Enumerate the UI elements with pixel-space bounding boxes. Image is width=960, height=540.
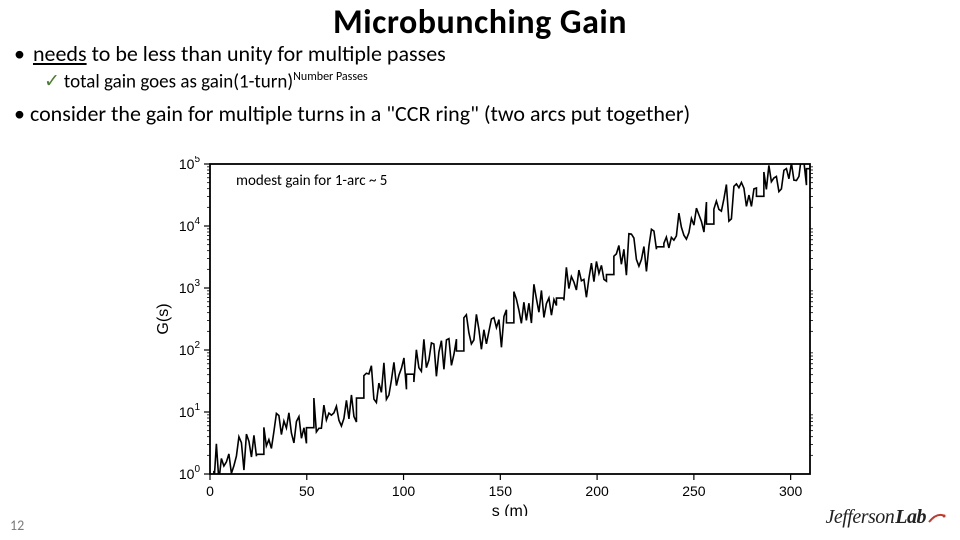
svg-text:100: 100 — [392, 483, 416, 499]
bullet-dot: • — [14, 100, 25, 127]
svg-text:104: 104 — [179, 216, 201, 234]
svg-text:200: 200 — [585, 483, 609, 499]
svg-text:101: 101 — [179, 402, 201, 420]
page-number: 12 — [10, 517, 24, 534]
svg-text:105: 105 — [179, 156, 201, 172]
svg-text:300: 300 — [779, 483, 803, 499]
sub-bullet-1: ✓total gain goes as gain(1-turn)Number P… — [44, 70, 946, 94]
sub-bullet-1-super: Number Passes — [293, 70, 368, 84]
bullet-1-underlined: needs — [33, 40, 87, 67]
sub-bullet-1-text: total gain goes as gain(1-turn) — [64, 70, 293, 93]
logo-text-jefferson: Jefferson — [825, 506, 894, 529]
check-icon: ✓ — [44, 70, 60, 93]
bullet-list: • needs to be less than unity for multip… — [14, 40, 946, 127]
bullet-dot: • — [14, 40, 28, 68]
chart-svg: 0 50 100 150 200 250 300 100 101 102 103 104 105 s (m… — [150, 156, 830, 516]
slide-title: Microbunching Gain — [0, 2, 960, 43]
svg-text:G(s): G(s) — [155, 303, 172, 334]
svg-text:0: 0 — [206, 483, 214, 499]
svg-text:s (m): s (m) — [492, 503, 528, 516]
logo-text-lab: Lab — [895, 506, 926, 529]
svg-text:150: 150 — [489, 483, 513, 499]
bullet-2-text: consider the gain for multiple turns in … — [30, 100, 690, 127]
svg-text:100: 100 — [179, 464, 201, 482]
svg-text:250: 250 — [682, 483, 706, 499]
svg-text:50: 50 — [299, 483, 315, 499]
logo-swoosh-icon — [928, 508, 946, 526]
jlab-logo: Jefferson Lab — [825, 502, 946, 532]
svg-text:102: 102 — [179, 340, 201, 358]
bullet-1-rest: to be less than unity for multiple passe… — [87, 40, 446, 67]
chart-annotation: modest gain for 1-arc ~ 5 — [236, 172, 387, 190]
svg-text:103: 103 — [179, 278, 201, 296]
bullet-1: • needs to be less than unity for multip… — [14, 40, 946, 68]
gain-chart: modest gain for 1-arc ~ 5 0 50 100 150 200 25… — [150, 156, 830, 516]
bullet-2: • consider the gain for multiple turns i… — [14, 100, 946, 128]
